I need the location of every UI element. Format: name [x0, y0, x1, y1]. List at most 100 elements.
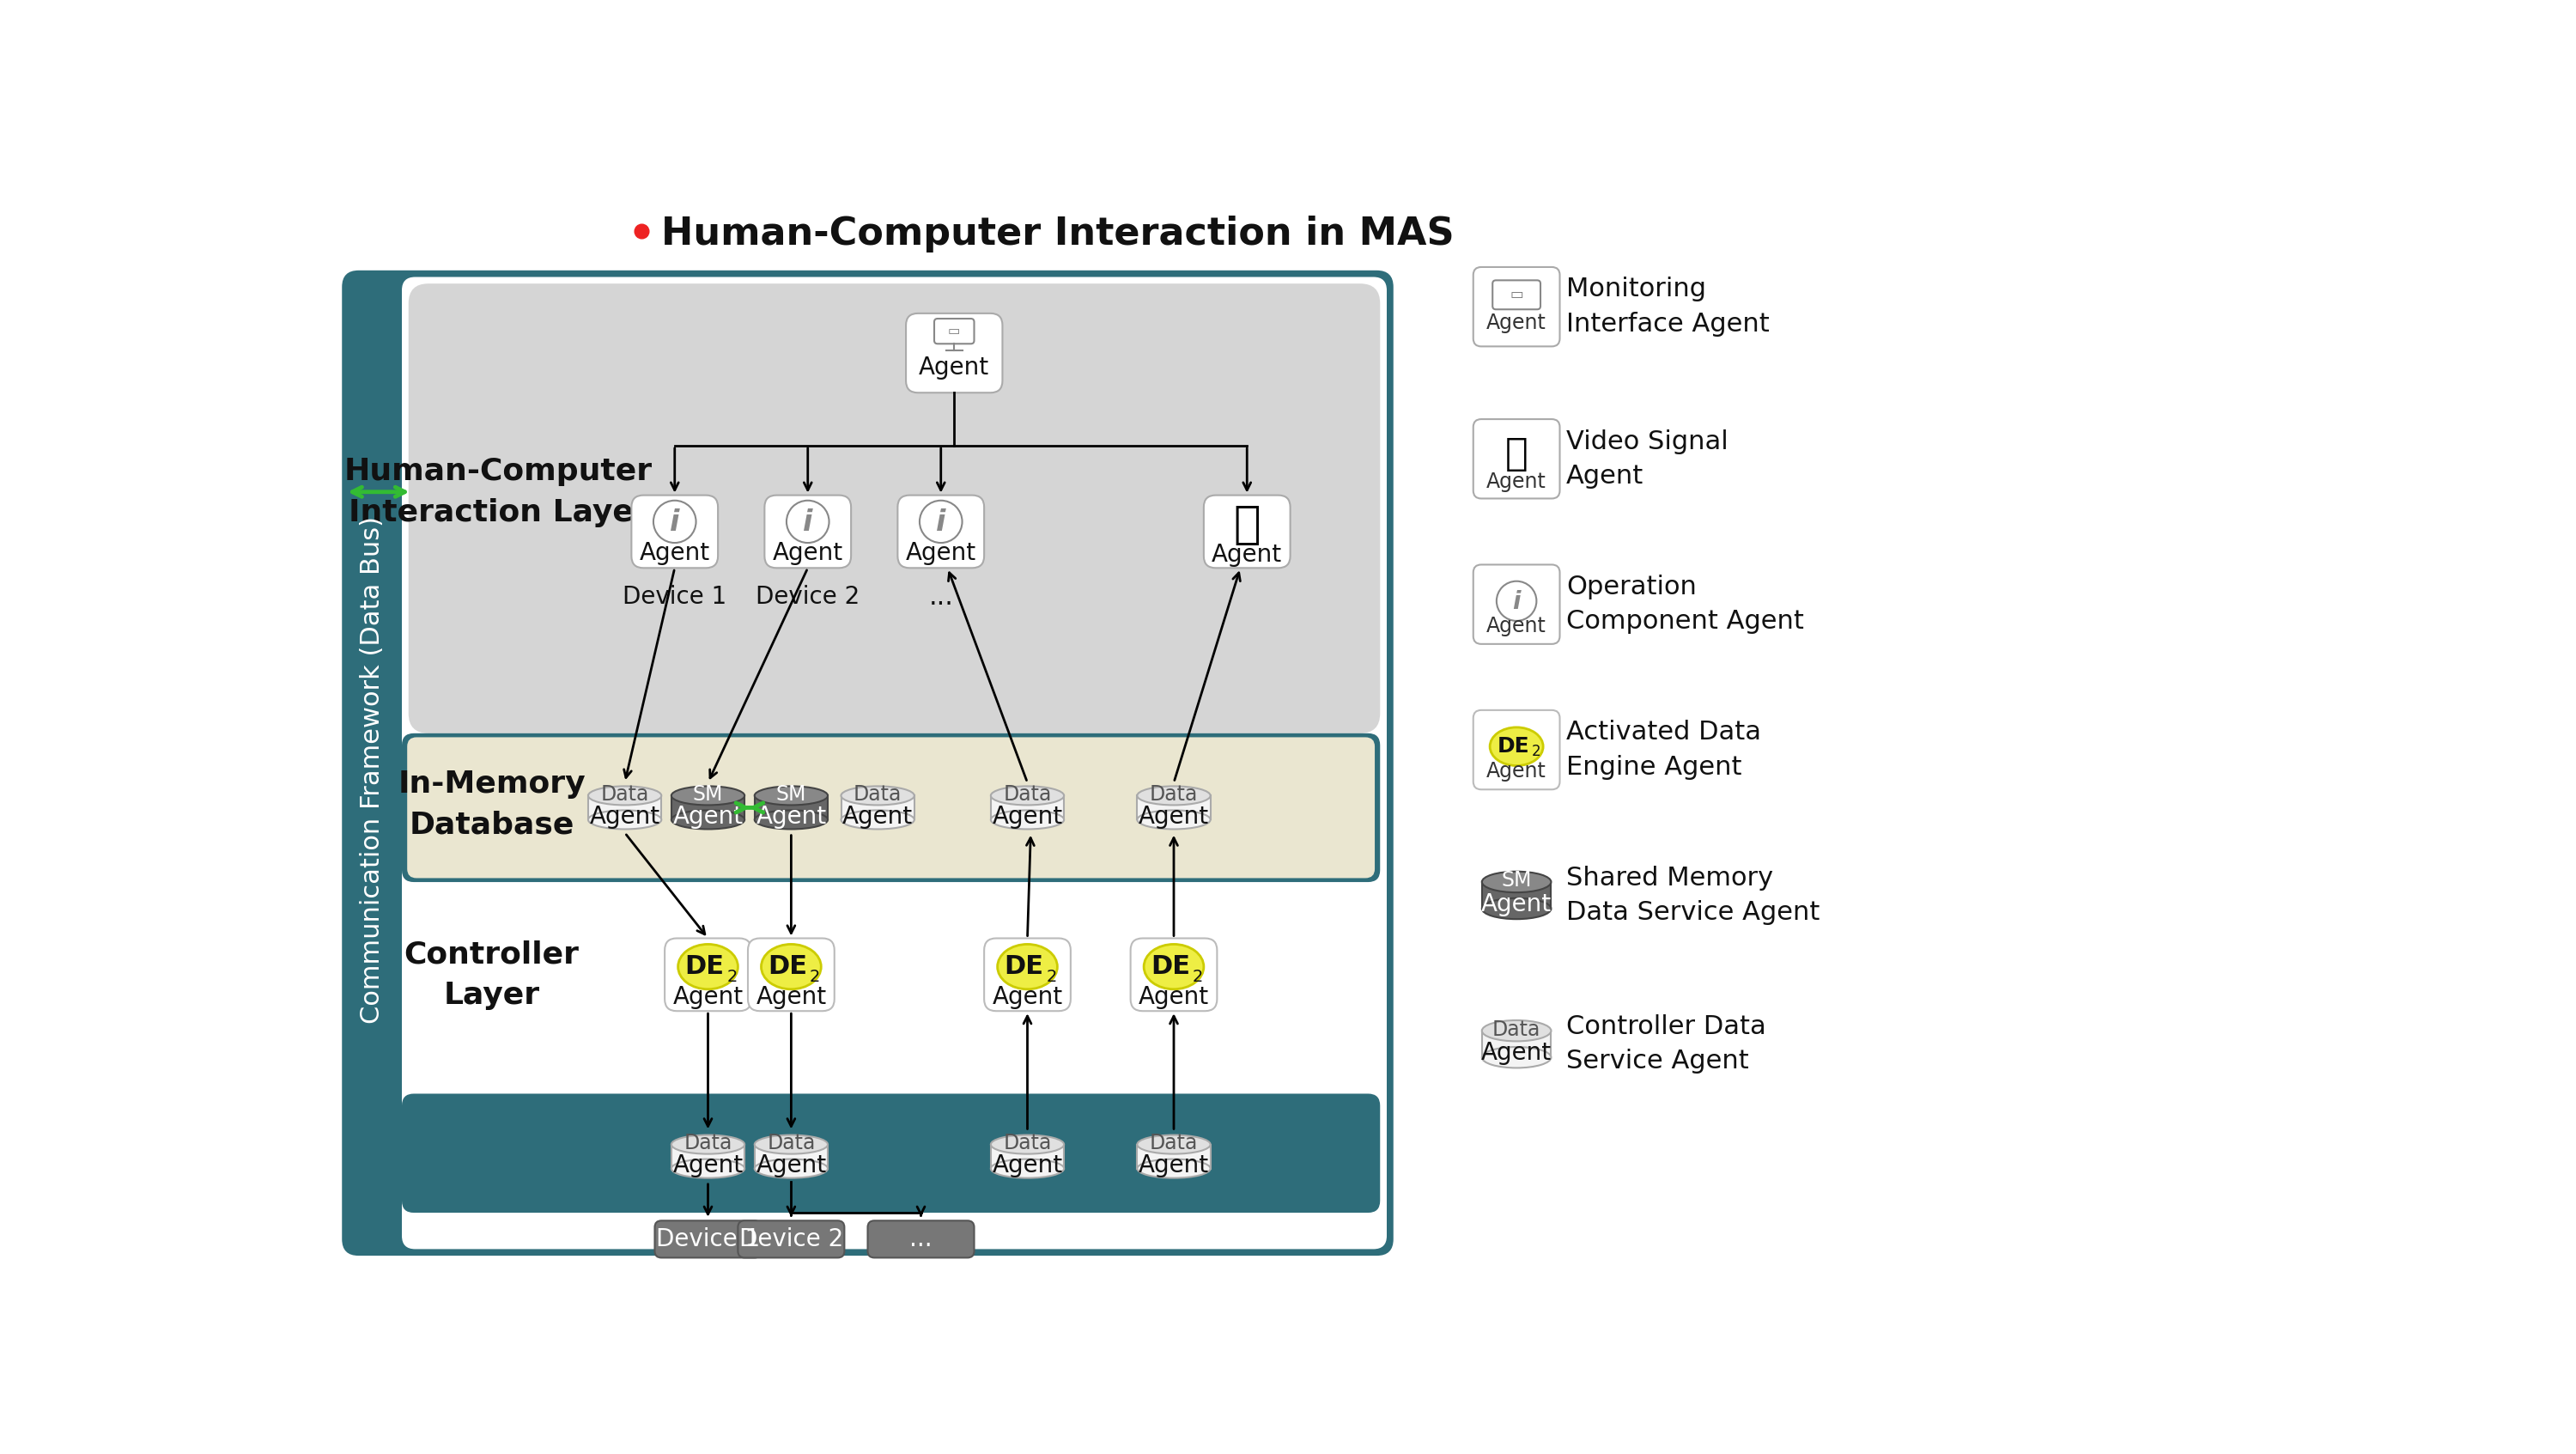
- Bar: [840, 795, 914, 820]
- Ellipse shape: [755, 1136, 827, 1154]
- Text: DE: DE: [768, 954, 809, 979]
- Text: Data: Data: [1002, 1133, 1051, 1153]
- Ellipse shape: [755, 810, 827, 829]
- Text: SM: SM: [693, 784, 724, 804]
- FancyBboxPatch shape: [322, 174, 2318, 1294]
- Text: 2: 2: [1046, 970, 1056, 986]
- Text: i: i: [935, 507, 945, 537]
- Circle shape: [1497, 582, 1535, 621]
- Ellipse shape: [762, 944, 822, 989]
- Text: Operation
Component Agent: Operation Component Agent: [1566, 574, 1803, 634]
- Text: Device 2: Device 2: [755, 585, 860, 609]
- Text: i: i: [1512, 590, 1520, 614]
- Circle shape: [654, 500, 696, 542]
- Text: Agent: Agent: [1211, 542, 1283, 567]
- Text: ▭: ▭: [948, 324, 961, 337]
- Text: SM: SM: [1502, 871, 1533, 891]
- Bar: [755, 795, 827, 820]
- Bar: [1481, 1031, 1551, 1057]
- FancyBboxPatch shape: [737, 1221, 845, 1258]
- FancyBboxPatch shape: [654, 1221, 762, 1258]
- Text: 2: 2: [726, 970, 737, 986]
- Text: Agent: Agent: [1486, 616, 1546, 637]
- Text: Agent: Agent: [1486, 762, 1546, 782]
- Text: Human-Computer
Interaction Layer: Human-Computer Interaction Layer: [345, 457, 652, 526]
- Text: Agent: Agent: [755, 986, 827, 1009]
- Text: Agent: Agent: [1481, 1041, 1551, 1066]
- Bar: [1481, 883, 1551, 909]
- Text: Agent: Agent: [672, 806, 744, 829]
- Text: Agent: Agent: [842, 806, 912, 829]
- Text: Agent: Agent: [1486, 471, 1546, 493]
- Text: i: i: [670, 507, 680, 537]
- FancyBboxPatch shape: [765, 496, 850, 569]
- Bar: [672, 1144, 744, 1169]
- Text: Activated Data
Engine Agent: Activated Data Engine Agent: [1566, 720, 1762, 779]
- FancyBboxPatch shape: [631, 496, 719, 569]
- Ellipse shape: [1481, 1021, 1551, 1041]
- Text: DE: DE: [685, 954, 724, 979]
- FancyBboxPatch shape: [868, 1221, 974, 1258]
- Bar: [1136, 1144, 1211, 1169]
- Ellipse shape: [1136, 1136, 1211, 1154]
- Text: Controller
Layer: Controller Layer: [404, 939, 580, 1009]
- FancyBboxPatch shape: [665, 938, 752, 1011]
- Bar: [992, 795, 1064, 820]
- Ellipse shape: [672, 810, 744, 829]
- Ellipse shape: [992, 1136, 1064, 1154]
- FancyBboxPatch shape: [1473, 564, 1558, 644]
- Ellipse shape: [1144, 944, 1203, 989]
- Text: Agent: Agent: [992, 1153, 1064, 1178]
- Text: Agent: Agent: [992, 986, 1064, 1009]
- Text: Communication Framework (Data Bus): Communication Framework (Data Bus): [361, 516, 384, 1024]
- Ellipse shape: [1481, 1047, 1551, 1067]
- Text: Agent: Agent: [992, 806, 1064, 829]
- Text: Controller Data
Service Agent: Controller Data Service Agent: [1566, 1015, 1767, 1075]
- Text: 2: 2: [1193, 970, 1203, 986]
- Bar: [587, 795, 662, 820]
- Text: i: i: [804, 507, 814, 537]
- Text: Data: Data: [853, 784, 902, 804]
- Text: ▭: ▭: [1510, 286, 1522, 302]
- FancyBboxPatch shape: [1203, 496, 1291, 569]
- Text: Data: Data: [683, 1133, 732, 1153]
- Text: 🎥: 🎥: [1504, 436, 1528, 473]
- Text: ...: ...: [909, 1227, 933, 1252]
- Text: Agent: Agent: [755, 806, 827, 829]
- Text: Agent: Agent: [639, 541, 711, 564]
- Ellipse shape: [992, 1159, 1064, 1178]
- Text: DE: DE: [1497, 736, 1530, 758]
- Text: Monitoring
Interface Agent: Monitoring Interface Agent: [1566, 276, 1770, 336]
- Text: Agent: Agent: [1139, 986, 1208, 1009]
- Text: Agent: Agent: [1139, 1153, 1208, 1178]
- Text: Data: Data: [768, 1133, 817, 1153]
- Text: 2: 2: [809, 970, 819, 986]
- Ellipse shape: [672, 787, 744, 806]
- Text: Data: Data: [1149, 1133, 1198, 1153]
- Ellipse shape: [1136, 810, 1211, 829]
- FancyBboxPatch shape: [935, 318, 974, 343]
- FancyBboxPatch shape: [402, 276, 1386, 1249]
- Text: 2: 2: [1533, 744, 1540, 759]
- Text: Agent: Agent: [672, 986, 744, 1009]
- Text: Agent: Agent: [672, 1153, 744, 1178]
- FancyBboxPatch shape: [747, 938, 835, 1011]
- Ellipse shape: [992, 787, 1064, 806]
- Ellipse shape: [672, 1136, 744, 1154]
- Ellipse shape: [755, 1159, 827, 1178]
- Ellipse shape: [587, 787, 662, 806]
- Ellipse shape: [677, 944, 737, 989]
- Ellipse shape: [1489, 727, 1543, 766]
- Ellipse shape: [1136, 1159, 1211, 1178]
- Text: Human-Computer Interaction in MAS: Human-Computer Interaction in MAS: [662, 215, 1455, 253]
- Text: Agent: Agent: [1486, 313, 1546, 333]
- FancyBboxPatch shape: [896, 496, 984, 569]
- Text: Data: Data: [1149, 784, 1198, 804]
- Circle shape: [786, 500, 829, 542]
- FancyBboxPatch shape: [343, 270, 1394, 1256]
- Text: Device 2: Device 2: [739, 1227, 842, 1252]
- Ellipse shape: [1481, 871, 1551, 893]
- Bar: [1136, 795, 1211, 820]
- Text: Video Signal
Agent: Video Signal Agent: [1566, 429, 1728, 489]
- Text: Agent: Agent: [1139, 806, 1208, 829]
